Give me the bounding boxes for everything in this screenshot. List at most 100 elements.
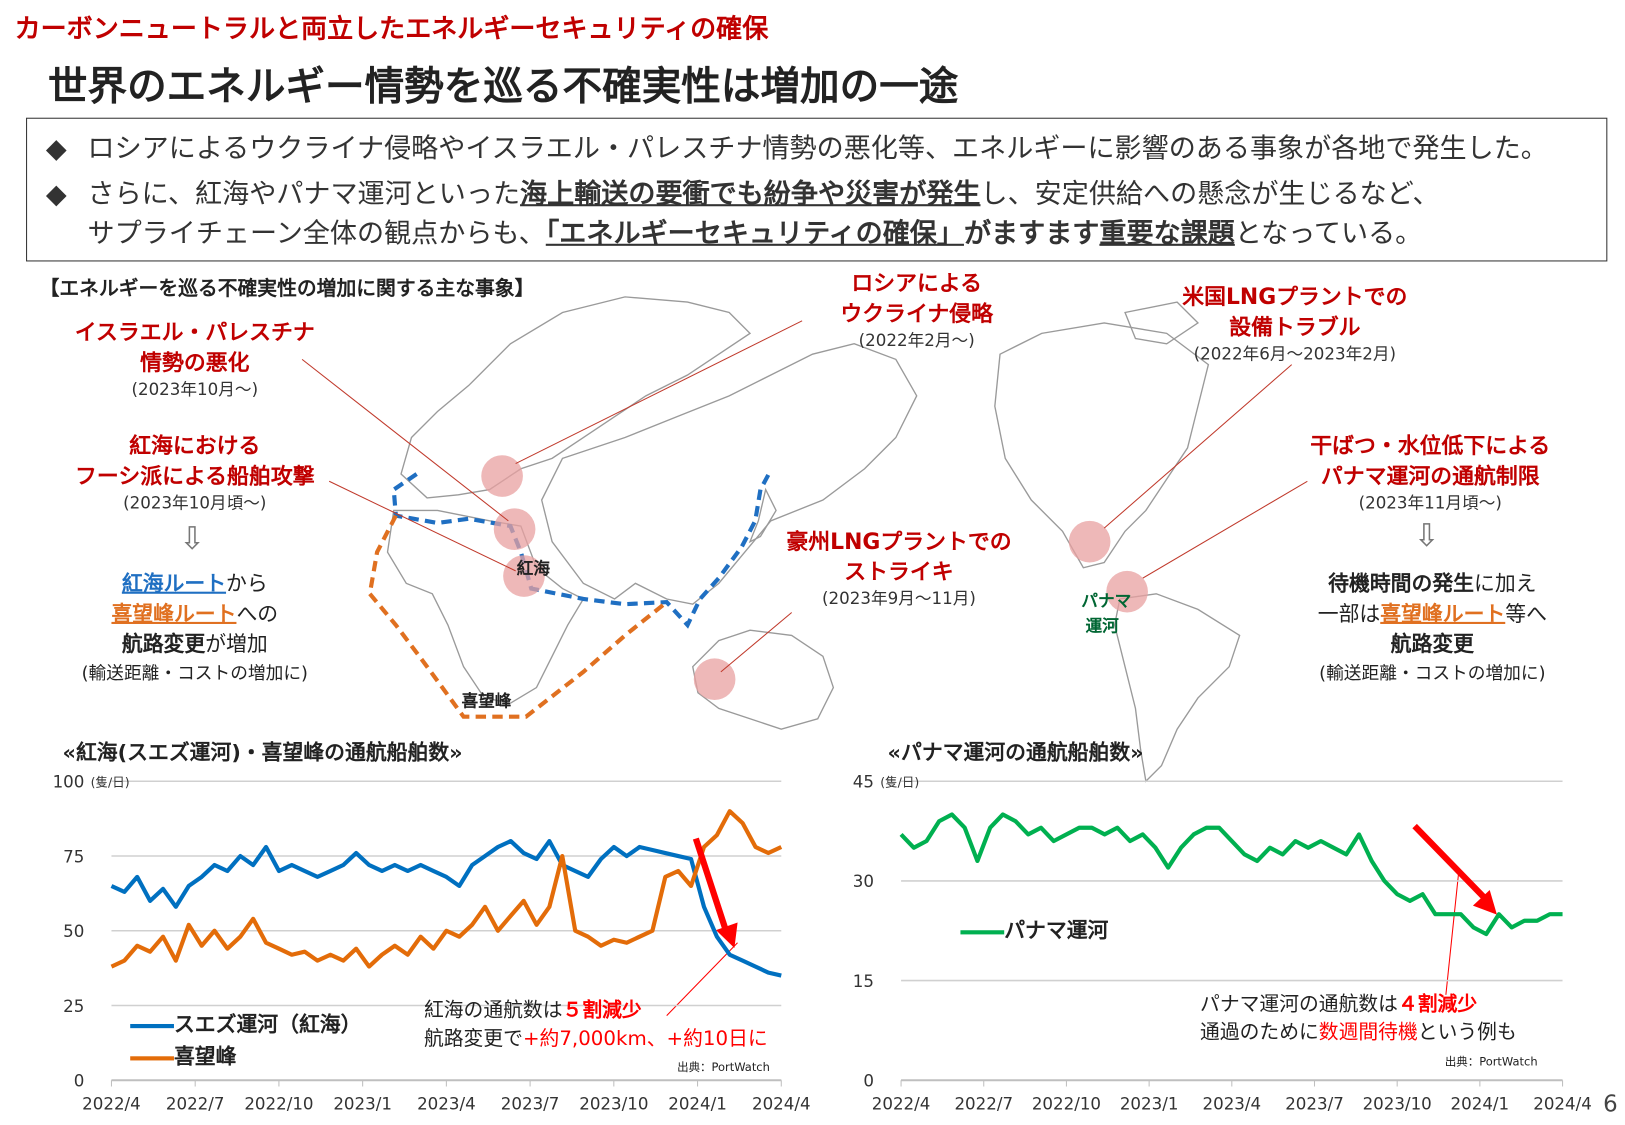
y-tick-label: 50	[63, 922, 84, 941]
text: パナマ運河の通航数は	[1200, 992, 1398, 1016]
event-title: 情勢の悪化	[140, 350, 250, 376]
event-title: 干ばつ・水位低下による	[1310, 433, 1551, 459]
event-date: (2022年6月～2023年2月)	[1193, 343, 1397, 364]
chart-1-source: 出典：PortWatch	[677, 1060, 770, 1074]
x-tick-label: 2023/4	[417, 1094, 476, 1113]
legend-label: パナマ運河	[1004, 917, 1109, 943]
y-tick-label: 30	[853, 872, 874, 891]
text: 数週間待機	[1318, 1020, 1418, 1044]
red-sea-route	[367, 472, 771, 719]
y-tick-label: 0	[74, 1071, 85, 1090]
slide-title: 世界のエネルギー情勢を巡る不確実性は増加の一途	[47, 63, 959, 110]
leader-line	[1142, 480, 1308, 579]
cape-route-line	[367, 514, 668, 719]
x-tick-label: 2022/4	[872, 1094, 931, 1113]
event-date: (2023年10月頃～)	[123, 492, 267, 513]
bullet-2: ◆ さらに、紅海やパナマ運河といった海上輸送の要衝でも紛争や災害が発生し、安定供給…	[46, 173, 1440, 212]
right-effect: 待機時間の発生に加え 一部は喜望峰ルート等へ 航路変更 (輸送距離・コストの増加…	[1318, 569, 1547, 690]
diamond-icon: ◆	[45, 133, 67, 165]
x-tick-label: 2024/1	[1451, 1094, 1510, 1113]
australia-outline	[691, 629, 835, 730]
event-date: (2023年10月～)	[131, 379, 259, 399]
hotspot-panama	[1106, 570, 1148, 613]
bullet-2-text-d: サプライチェーン全体の観点からも、	[87, 218, 546, 251]
text: 一部は	[1317, 601, 1381, 627]
japan-outline	[748, 487, 777, 544]
x-tick-label: 2022/4	[82, 1094, 141, 1113]
trend-arrow	[692, 837, 732, 939]
bullet-2-emphasis-2: 「エネルギーセキュリティの確保」	[545, 218, 964, 251]
y-tick-label: 25	[63, 997, 84, 1016]
event-title: 米国LNGプラントでの	[1182, 284, 1408, 310]
event-title: 設備トラブル	[1229, 314, 1361, 340]
y-tick-label: 45	[853, 773, 874, 792]
x-tick-label: 2023/7	[1285, 1094, 1344, 1113]
event-russia-ukraine: ロシアによる ウクライナ侵略 (2022年2月～)	[840, 269, 993, 352]
x-tick-label: 2023/10	[1363, 1094, 1432, 1113]
page-number: 6	[1603, 1091, 1618, 1118]
event-title: ロシアによる	[851, 270, 982, 296]
event-title: パナマ運河の通航制限	[1320, 463, 1540, 489]
y-tick-label: 0	[863, 1071, 874, 1090]
cape-route-label: 喜望峰ルート	[1380, 601, 1506, 627]
text: 待機時間の発生	[1328, 570, 1475, 596]
x-tick-label: 2024/1	[668, 1094, 727, 1113]
down-arrow-icon: ⇩	[179, 520, 206, 558]
x-tick-label: 2022/7	[954, 1094, 1013, 1113]
cape-label: 喜望峰	[461, 690, 512, 711]
text: 航路変更	[1390, 631, 1475, 657]
panama-label-2: 運河	[1085, 615, 1119, 636]
hotspot-red-sea	[503, 555, 545, 597]
y-tick-label: 75	[63, 847, 84, 866]
trend-arrow-head	[715, 922, 738, 948]
legend-panama: パナマ運河	[960, 914, 1108, 944]
event-israel-palestine: イスラエル・パレスチナ 情勢の悪化 (2023年10月～)	[75, 318, 315, 401]
event-title: 紅海における	[129, 433, 261, 459]
x-tick-label: 2023/1	[333, 1094, 392, 1113]
legend-suez: スエズ運河（紅海）	[130, 1007, 361, 1037]
text: 等へ	[1505, 601, 1547, 627]
bullet-2-text-h: となっている。	[1234, 218, 1423, 251]
text: に加え	[1474, 570, 1537, 596]
cape-route-label: 喜望峰ルート	[111, 601, 237, 627]
legend-swatch	[130, 1023, 174, 1028]
event-date: (2022年2月～)	[858, 330, 975, 351]
x-tick-label: 2024/4	[752, 1094, 811, 1113]
y-tick-label: 15	[853, 972, 874, 991]
bullet-2-line-2: サプライチェーン全体の観点からも、「エネルギーセキュリティの確保」がますます重要…	[88, 213, 1423, 252]
bullet-2-text-f: がますます	[963, 218, 1100, 251]
x-tick-label: 2023/7	[501, 1094, 560, 1113]
text: ５割減少	[562, 998, 642, 1022]
hotspot-israel-palestine	[493, 508, 536, 551]
south-america-outline	[1113, 593, 1241, 783]
hotspot-russia-ukraine	[481, 455, 523, 497]
leader-lines	[301, 320, 1459, 1017]
red-sea-route-line	[391, 472, 771, 629]
series-line-1	[110, 809, 783, 969]
event-us-lng: 米国LNGプラントでの 設備トラブル (2022年6月～2023年2月)	[1182, 282, 1407, 365]
red-sea-label: 紅海	[516, 558, 551, 579]
text: という例も	[1417, 1020, 1517, 1044]
x-tick-label: 2022/7	[166, 1094, 225, 1113]
x-tick-label: 2022/10	[1032, 1094, 1101, 1113]
text: (輸送距離・コストの増加に)	[81, 663, 308, 685]
bullet-1: ◆ ロシアによるウクライナ侵略やイスラエル・パレスチナ情勢の悪化等、エネルギーに影…	[46, 127, 1548, 166]
red-sea-route-label: 紅海ルート	[121, 570, 227, 596]
event-title: ウクライナ侵略	[840, 301, 994, 327]
leader-line	[666, 942, 738, 1017]
legend-cape: 喜望峰	[130, 1040, 236, 1070]
event-title: 豪州LNGプラントでの	[786, 529, 1012, 555]
text: +約7,000km、+約10日に	[522, 1027, 768, 1051]
legend-label: 喜望峰	[173, 1043, 237, 1069]
x-tick-label: 2023/4	[1203, 1094, 1262, 1113]
x-tick-label: 2022/10	[244, 1094, 313, 1113]
text: が増加	[205, 631, 268, 657]
chart-2-source: 出典：PortWatch	[1444, 1055, 1538, 1069]
text: (輸送距離・コストの増加に)	[1319, 663, 1546, 685]
asia-outline	[540, 343, 918, 605]
left-effect: 紅海ルートから 喜望峰ルートへの 航路変更が増加 (輸送距離・コストの増加に)	[82, 569, 308, 690]
north-america-outline	[994, 322, 1210, 569]
